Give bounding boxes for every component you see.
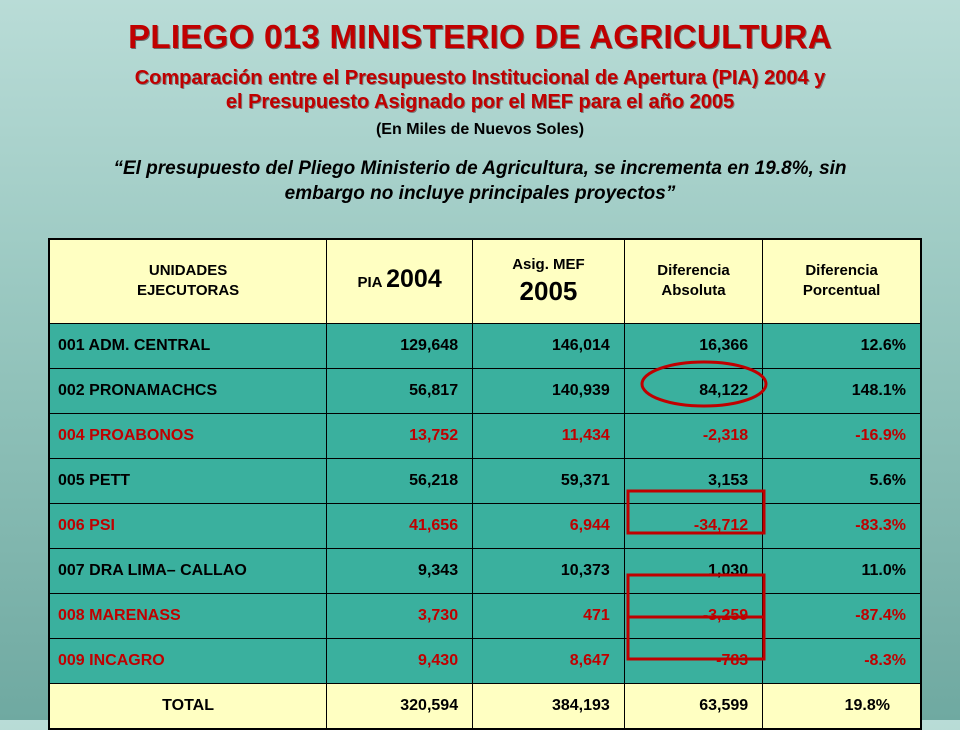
row-diff-pct: 5.6% (762, 457, 922, 504)
row-mef: 471 (472, 592, 625, 639)
row-unit-name: 008 MARENASS (48, 592, 328, 639)
row-unit-name: 007 DRA LIMA– CALLAO (48, 547, 328, 594)
header-mef-label: Asig. MEF (512, 256, 585, 274)
header-diff-abs: Diferencia Absoluta (623, 238, 764, 324)
total-mef: 384,193 (472, 682, 625, 729)
row-unit-name: 001 ADM. CENTRAL (48, 322, 328, 369)
header-diff-pct-line-1: Diferencia (805, 262, 878, 280)
header-units-line-1: UNIDADES (148, 262, 228, 280)
row-pia: 56,817 (326, 367, 474, 414)
header-units-line-2: EJECUTORAS (136, 282, 240, 300)
row-diff-pct: -83.3% (762, 502, 922, 549)
page-title: PLIEGO 013 MINISTERIO DE AGRICULTURA (128, 18, 832, 55)
row-mef: 8,647 (472, 637, 625, 684)
header-pia: PIA 2004 (326, 238, 474, 324)
subtitle-line-1: Comparación entre el Presupuesto Institu… (134, 67, 826, 89)
header-mef: Asig. MEF 2005 (472, 238, 625, 324)
header-pia-label: PIA (357, 274, 382, 292)
total-diff-pct: 19.8% (762, 682, 922, 729)
quote-line-1: “El presupuesto del Pliego Ministerio de… (113, 158, 847, 179)
table-row: 005 PETT 56,218 59,371 3,153 5.6% (48, 457, 922, 504)
page-subtitle: Comparación entre el Presupuesto Institu… (60, 66, 900, 114)
row-diff-pct: 148.1% (762, 367, 922, 414)
row-diff-abs: -3,259 (623, 592, 764, 639)
row-diff-abs: -783 (623, 637, 764, 684)
row-diff-pct: 12.6% (762, 322, 922, 369)
row-diff-pct: -87.4% (762, 592, 922, 639)
budget-table: UNIDADES EJECUTORAS PIA 2004 Asig. MEF 2… (48, 238, 922, 730)
row-unit-name: 006 PSI (48, 502, 328, 549)
row-pia: 9,343 (326, 547, 474, 594)
row-mef: 10,373 (472, 547, 625, 594)
header-diff-abs-line-2: Absoluta (661, 282, 726, 300)
row-diff-pct: -16.9% (762, 412, 922, 459)
row-unit-name: 004 PROABONOS (48, 412, 328, 459)
header-units: UNIDADES EJECUTORAS (48, 238, 328, 324)
row-mef: 140,939 (472, 367, 625, 414)
row-pia: 3,730 (326, 592, 474, 639)
row-diff-abs: 16,366 (623, 322, 764, 369)
table-row: 002 PRONAMACHCS 56,817 140,939 84,122 14… (48, 367, 922, 414)
row-pia: 41,656 (326, 502, 474, 549)
table-row: 009 INCAGRO 9,430 8,647 -783 -8.3% (48, 637, 922, 684)
row-diff-pct: -8.3% (762, 637, 922, 684)
row-diff-abs: -2,318 (623, 412, 764, 459)
header-diff-abs-line-1: Diferencia (657, 262, 730, 280)
row-mef: 11,434 (472, 412, 625, 459)
row-pia: 9,430 (326, 637, 474, 684)
total-label: TOTAL (48, 682, 328, 729)
table-row: 006 PSI 41,656 6,944 -34,712 -83.3% (48, 502, 922, 549)
table-row: 007 DRA LIMA– CALLAO 9,343 10,373 1,030 … (48, 547, 922, 594)
table-row: 004 PROABONOS 13,752 11,434 -2,318 -16.9… (48, 412, 922, 459)
row-pia: 13,752 (326, 412, 474, 459)
row-mef: 6,944 (472, 502, 625, 549)
row-diff-pct: 11.0% (762, 547, 922, 594)
row-diff-abs: 3,153 (623, 457, 764, 504)
row-diff-abs: 84,122 (623, 367, 764, 414)
quote-line-2: embargo no incluye principales proyectos… (284, 183, 676, 204)
header-diff-pct: Diferencia Porcentual (762, 238, 922, 324)
row-diff-abs: -34,712 (623, 502, 764, 549)
subtitle-line-2: el Presupuesto Asignado por el MEF para … (225, 91, 735, 113)
header-diff-pct-line-2: Porcentual (802, 282, 881, 300)
row-pia: 56,218 (326, 457, 474, 504)
header-pia-year: 2004 (386, 265, 442, 294)
row-pia: 129,648 (326, 322, 474, 369)
total-diff-abs: 63,599 (623, 682, 764, 729)
row-diff-abs: 1,030 (623, 547, 764, 594)
header-mef-year: 2005 (519, 276, 578, 307)
row-unit-name: 005 PETT (48, 457, 328, 504)
table-row: 008 MARENASS 3,730 471 -3,259 -87.4% (48, 592, 922, 639)
row-mef: 146,014 (472, 322, 625, 369)
total-pia: 320,594 (326, 682, 474, 729)
row-mef: 59,371 (472, 457, 625, 504)
table-row: 001 ADM. CENTRAL 129,648 146,014 16,366 … (48, 322, 922, 369)
row-unit-name: 002 PRONAMACHCS (48, 367, 328, 414)
table-total-row: TOTAL 320,594 384,193 63,599 19.8% (48, 682, 922, 729)
table-header-row: UNIDADES EJECUTORAS PIA 2004 Asig. MEF 2… (48, 238, 922, 324)
row-unit-name: 009 INCAGRO (48, 637, 328, 684)
units-note: (En Miles de Nuevos Soles) (375, 121, 585, 138)
quote: “El presupuesto del Pliego Ministerio de… (30, 156, 930, 206)
